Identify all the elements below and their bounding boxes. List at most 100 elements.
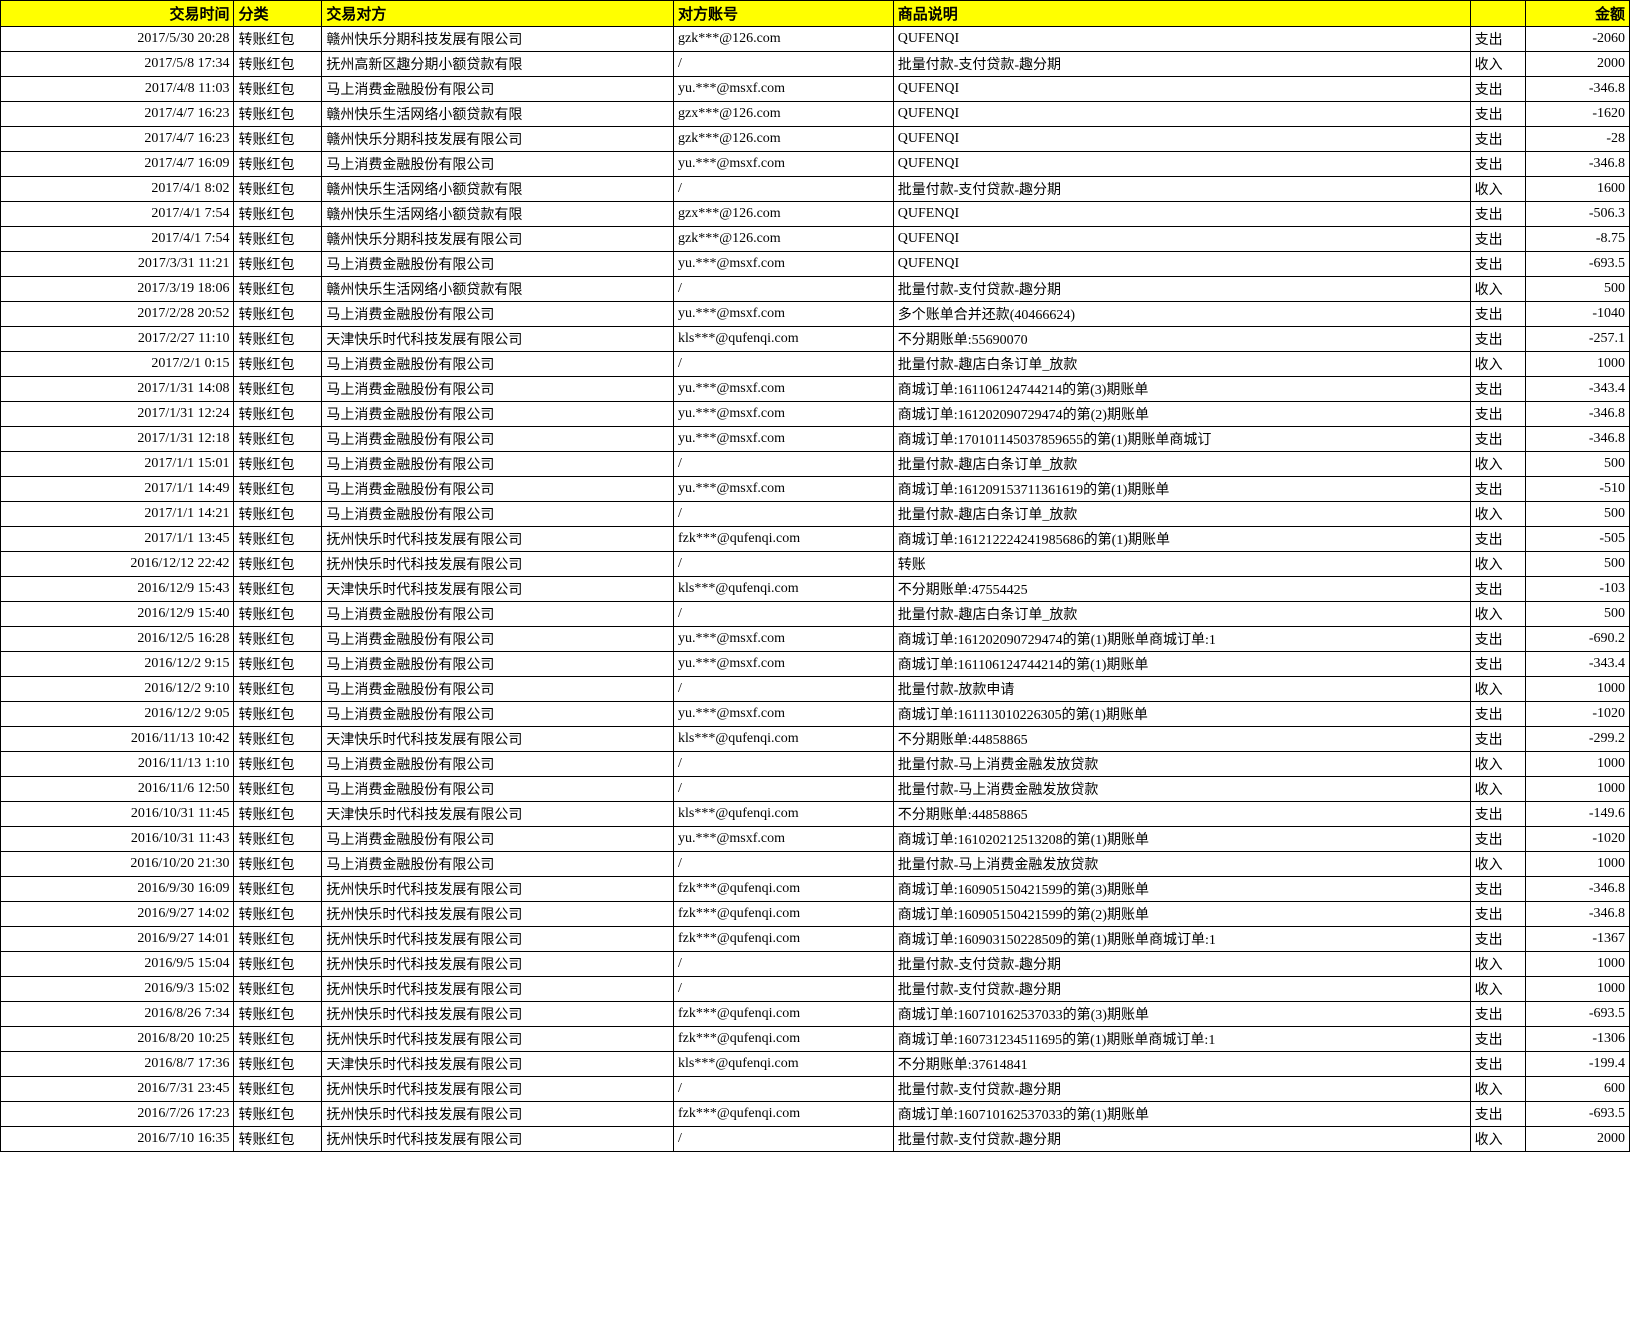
table-cell: 马上消费金融股份有限公司: [322, 377, 674, 402]
table-cell: yu.***@msxf.com: [673, 377, 893, 402]
table-cell: 转账红包: [234, 502, 322, 527]
table-cell: yu.***@msxf.com: [673, 252, 893, 277]
table-cell: 支出: [1470, 27, 1525, 52]
table-cell: 转账红包: [234, 127, 322, 152]
table-cell: 转账红包: [234, 327, 322, 352]
table-cell: 商城订单:161202090729474的第(1)期账单商城订单:1: [893, 627, 1470, 652]
transaction-table: 交易时间 分类 交易对方 对方账号 商品说明 金额 2017/5/30 20:2…: [0, 0, 1630, 1152]
table-cell: 2000: [1525, 52, 1629, 77]
table-cell: 收入: [1470, 952, 1525, 977]
table-row: 2017/4/7 16:09转账红包马上消费金融股份有限公司yu.***@msx…: [1, 152, 1630, 177]
table-cell: 马上消费金融股份有限公司: [322, 627, 674, 652]
table-cell: yu.***@msxf.com: [673, 427, 893, 452]
table-cell: 支出: [1470, 702, 1525, 727]
table-cell: 2017/1/31 12:18: [1, 427, 234, 452]
header-account: 对方账号: [673, 1, 893, 27]
table-cell: -1306: [1525, 1027, 1629, 1052]
table-cell: 转账红包: [234, 252, 322, 277]
table-cell: 支出: [1470, 652, 1525, 677]
table-row: 2017/2/27 11:10转账红包天津快乐时代科技发展有限公司kls***@…: [1, 327, 1630, 352]
table-cell: gzx***@126.com: [673, 202, 893, 227]
table-cell: 支出: [1470, 802, 1525, 827]
table-cell: 商城订单:161212224241985686的第(1)期账单: [893, 527, 1470, 552]
table-cell: QUFENQI: [893, 27, 1470, 52]
table-cell: 商城订单:160903150228509的第(1)期账单商城订单:1: [893, 927, 1470, 952]
table-header-row: 交易时间 分类 交易对方 对方账号 商品说明 金额: [1, 1, 1630, 27]
table-cell: 支出: [1470, 152, 1525, 177]
table-cell: 转账红包: [234, 1127, 322, 1152]
table-cell: 支出: [1470, 877, 1525, 902]
table-cell: 转账红包: [234, 202, 322, 227]
table-cell: 2017/4/7 16:23: [1, 127, 234, 152]
table-cell: 收入: [1470, 502, 1525, 527]
table-cell: fzk***@qufenqi.com: [673, 527, 893, 552]
table-cell: 转账红包: [234, 827, 322, 852]
table-cell: 收入: [1470, 177, 1525, 202]
table-cell: 2017/2/28 20:52: [1, 302, 234, 327]
table-cell: yu.***@msxf.com: [673, 702, 893, 727]
table-cell: 转账红包: [234, 152, 322, 177]
table-cell: 马上消费金融股份有限公司: [322, 452, 674, 477]
table-cell: QUFENQI: [893, 102, 1470, 127]
table-cell: 抚州高新区趣分期小额贷款有限: [322, 52, 674, 77]
table-cell: 商城订单:161106124744214的第(1)期账单: [893, 652, 1470, 677]
table-row: 2016/9/30 16:09转账红包抚州快乐时代科技发展有限公司fzk***@…: [1, 877, 1630, 902]
table-cell: 商城订单:160710162537033的第(1)期账单: [893, 1102, 1470, 1127]
table-cell: 2016/9/3 15:02: [1, 977, 234, 1002]
table-cell: 支出: [1470, 302, 1525, 327]
table-cell: 转账红包: [234, 902, 322, 927]
table-cell: 支出: [1470, 377, 1525, 402]
table-cell: yu.***@msxf.com: [673, 77, 893, 102]
table-row: 2016/11/6 12:50转账红包马上消费金融股份有限公司/批量付款-马上消…: [1, 777, 1630, 802]
table-cell: 2017/2/1 0:15: [1, 352, 234, 377]
table-cell: 批量付款-马上消费金融发放贷款: [893, 852, 1470, 877]
table-row: 2016/7/26 17:23转账红包抚州快乐时代科技发展有限公司fzk***@…: [1, 1102, 1630, 1127]
table-cell: -346.8: [1525, 902, 1629, 927]
table-cell: 转账红包: [234, 1102, 322, 1127]
table-row: 2016/8/7 17:36转账红包天津快乐时代科技发展有限公司kls***@q…: [1, 1052, 1630, 1077]
table-cell: 转账红包: [234, 652, 322, 677]
table-row: 2017/1/1 14:21转账红包马上消费金融股份有限公司/批量付款-趣店白条…: [1, 502, 1630, 527]
table-cell: 2016/8/20 10:25: [1, 1027, 234, 1052]
table-cell: 2017/2/27 11:10: [1, 327, 234, 352]
table-cell: /: [673, 552, 893, 577]
table-cell: 不分期账单:37614841: [893, 1052, 1470, 1077]
table-cell: 1600: [1525, 177, 1629, 202]
table-cell: 转账红包: [234, 402, 322, 427]
table-cell: /: [673, 277, 893, 302]
table-cell: 转账红包: [234, 302, 322, 327]
header-direction: [1470, 1, 1525, 27]
table-row: 2016/11/13 10:42转账红包天津快乐时代科技发展有限公司kls***…: [1, 727, 1630, 752]
table-cell: 2017/4/1 7:54: [1, 202, 234, 227]
table-row: 2017/1/31 14:08转账红包马上消费金融股份有限公司yu.***@ms…: [1, 377, 1630, 402]
table-cell: 商城订单:160710162537033的第(3)期账单: [893, 1002, 1470, 1027]
table-cell: 2016/9/30 16:09: [1, 877, 234, 902]
table-cell: 1000: [1525, 977, 1629, 1002]
table-cell: 批量付款-放款申请: [893, 677, 1470, 702]
table-row: 2016/10/20 21:30转账红包马上消费金融股份有限公司/批量付款-马上…: [1, 852, 1630, 877]
table-cell: fzk***@qufenqi.com: [673, 1002, 893, 1027]
table-cell: 马上消费金融股份有限公司: [322, 502, 674, 527]
table-row: 2017/4/7 16:23转账红包赣州快乐生活网络小额贷款有限gzx***@1…: [1, 102, 1630, 127]
table-row: 2017/1/1 14:49转账红包马上消费金融股份有限公司yu.***@msx…: [1, 477, 1630, 502]
table-cell: /: [673, 1077, 893, 1102]
table-cell: yu.***@msxf.com: [673, 152, 893, 177]
table-cell: /: [673, 852, 893, 877]
table-cell: 500: [1525, 502, 1629, 527]
table-cell: 商城订单:161106124744214的第(3)期账单: [893, 377, 1470, 402]
header-amount: 金额: [1525, 1, 1629, 27]
table-cell: 批量付款-趣店白条订单_放款: [893, 602, 1470, 627]
table-cell: 不分期账单:55690070: [893, 327, 1470, 352]
table-row: 2017/2/28 20:52转账红包马上消费金融股份有限公司yu.***@ms…: [1, 302, 1630, 327]
table-row: 2016/10/31 11:45转账红包天津快乐时代科技发展有限公司kls***…: [1, 802, 1630, 827]
table-cell: yu.***@msxf.com: [673, 827, 893, 852]
table-cell: 转账红包: [234, 1002, 322, 1027]
table-cell: gzk***@126.com: [673, 127, 893, 152]
table-row: 2016/9/3 15:02转账红包抚州快乐时代科技发展有限公司/批量付款-支付…: [1, 977, 1630, 1002]
table-cell: -343.4: [1525, 377, 1629, 402]
table-cell: 600: [1525, 1077, 1629, 1102]
table-cell: -346.8: [1525, 427, 1629, 452]
table-cell: 1000: [1525, 952, 1629, 977]
table-cell: /: [673, 177, 893, 202]
table-cell: 支出: [1470, 252, 1525, 277]
